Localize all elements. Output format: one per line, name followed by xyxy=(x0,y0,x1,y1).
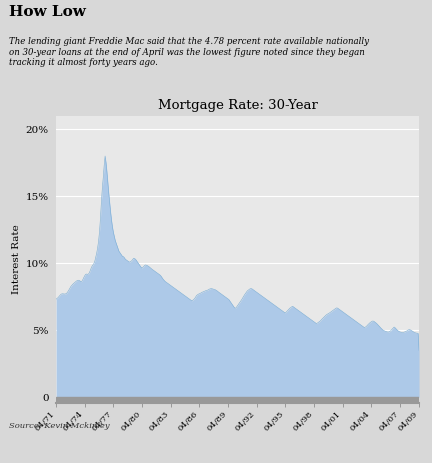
Text: How Low: How Low xyxy=(9,5,86,19)
Y-axis label: Interest Rate: Interest Rate xyxy=(12,225,21,294)
Text: Source: Kevin Mckinley: Source: Kevin Mckinley xyxy=(9,422,109,430)
Bar xyxy=(56,397,419,403)
Text: The lending giant Freddie Mac said that the 4.78 percent rate available national: The lending giant Freddie Mac said that … xyxy=(9,37,368,67)
Title: Mortgage Rate: 30-Year: Mortgage Rate: 30-Year xyxy=(158,99,318,112)
